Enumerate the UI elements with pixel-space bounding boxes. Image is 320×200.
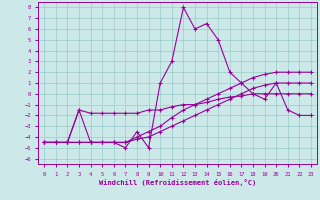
X-axis label: Windchill (Refroidissement éolien,°C): Windchill (Refroidissement éolien,°C)	[99, 179, 256, 186]
